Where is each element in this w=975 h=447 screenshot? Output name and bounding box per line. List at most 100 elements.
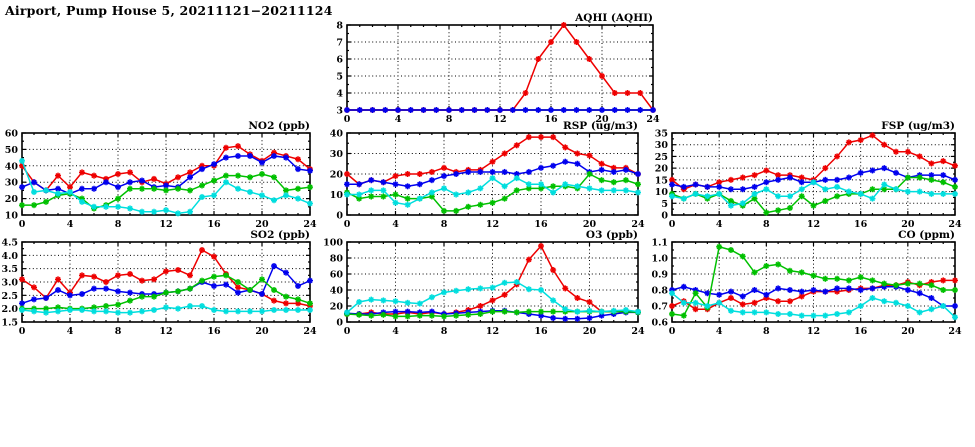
- point-marker: [127, 271, 133, 277]
- point-marker: [834, 193, 841, 200]
- point-marker: [79, 198, 85, 205]
- point-marker: [392, 298, 399, 305]
- point-marker: [881, 298, 888, 305]
- point-marker: [31, 179, 37, 186]
- point-marker: [916, 188, 923, 195]
- point-marker: [810, 202, 817, 209]
- point-marker: [79, 307, 85, 313]
- point-marker: [739, 186, 746, 193]
- point-marker: [247, 287, 253, 293]
- point-marker: [775, 207, 782, 214]
- point-marker: [692, 181, 699, 188]
- point-marker: [548, 39, 554, 45]
- point-marker: [622, 166, 629, 173]
- point-marker: [650, 107, 656, 113]
- point-marker: [560, 107, 567, 113]
- point-marker: [271, 287, 277, 293]
- x-tick-label: 20: [583, 219, 597, 230]
- point-marker: [187, 303, 193, 309]
- y-tick-label: 2.5: [1, 291, 18, 302]
- point-marker: [904, 148, 911, 155]
- x-tick-label: 20: [901, 219, 915, 230]
- point-marker: [115, 272, 121, 279]
- y-tick-label: 1.1: [651, 238, 668, 249]
- point-marker: [727, 176, 734, 183]
- point-marker: [477, 168, 484, 175]
- point-marker: [295, 195, 301, 202]
- series-cyan: [669, 179, 958, 209]
- point-marker: [763, 167, 770, 174]
- x-tick-label: 20: [595, 114, 609, 125]
- point-marker: [380, 311, 387, 318]
- point-marker: [223, 281, 229, 288]
- point-marker: [739, 253, 746, 260]
- x-tick-label: 24: [631, 219, 645, 230]
- point-marker: [952, 277, 958, 284]
- point-marker: [562, 158, 569, 165]
- point-marker: [525, 134, 532, 141]
- point-marker: [223, 154, 229, 161]
- point-marker: [573, 107, 580, 113]
- series-cyan: [344, 175, 641, 208]
- point-marker: [775, 311, 782, 317]
- point-marker: [55, 308, 61, 315]
- x-tick-label: 24: [303, 326, 317, 337]
- point-marker: [952, 176, 958, 183]
- point-marker: [727, 186, 734, 193]
- point-marker: [775, 298, 782, 305]
- point-marker: [115, 288, 121, 295]
- point-marker: [259, 276, 265, 283]
- point-marker: [751, 269, 758, 276]
- point-marker: [163, 207, 169, 214]
- point-marker: [392, 313, 399, 320]
- point-marker: [635, 308, 641, 315]
- axis-tick-labels: 0 4 8 12 16 20 24 0 20 40 60 80 100: [323, 238, 645, 338]
- point-marker: [586, 299, 593, 305]
- point-marker: [916, 290, 923, 297]
- point-marker: [586, 307, 593, 314]
- point-marker: [368, 193, 375, 200]
- point-marker: [834, 285, 841, 292]
- point-marker: [845, 309, 852, 316]
- y-tick-label: 60: [330, 270, 344, 281]
- point-marker: [441, 289, 447, 296]
- point-marker: [739, 293, 746, 300]
- point-marker: [786, 193, 793, 200]
- point-marker: [283, 192, 289, 199]
- point-marker: [550, 267, 557, 273]
- point-marker: [834, 311, 841, 317]
- point-marker: [19, 300, 25, 307]
- point-marker: [586, 315, 593, 321]
- point-marker: [453, 207, 460, 214]
- point-marker: [538, 181, 544, 188]
- x-tick-label: 20: [901, 326, 915, 337]
- point-marker: [610, 164, 617, 171]
- y-tick-label: 100: [323, 238, 343, 249]
- point-marker: [704, 183, 711, 190]
- point-marker: [235, 279, 241, 285]
- point-marker: [562, 181, 569, 188]
- point-marker: [380, 179, 387, 186]
- point-marker: [295, 166, 301, 173]
- point-marker: [611, 90, 618, 96]
- plot-frame: [671, 132, 956, 216]
- point-marker: [822, 176, 829, 183]
- chart-rsp: 0 4 8 12 16 20 24 0 10 20 30 40 RSP (ug/m3): [330, 120, 645, 230]
- point-marker: [175, 185, 181, 192]
- point-marker: [928, 306, 935, 313]
- point-marker: [271, 307, 277, 313]
- point-marker: [151, 276, 157, 283]
- point-marker: [139, 277, 145, 284]
- point-marker: [55, 172, 61, 179]
- point-marker: [19, 184, 25, 191]
- point-marker: [574, 160, 581, 167]
- x-tick-label: 24: [631, 326, 645, 337]
- point-marker: [247, 152, 253, 159]
- point-marker: [550, 297, 557, 304]
- point-marker: [271, 197, 277, 204]
- point-marker: [356, 311, 363, 318]
- point-marker: [622, 187, 629, 194]
- point-marker: [716, 190, 723, 197]
- point-marker: [55, 190, 61, 197]
